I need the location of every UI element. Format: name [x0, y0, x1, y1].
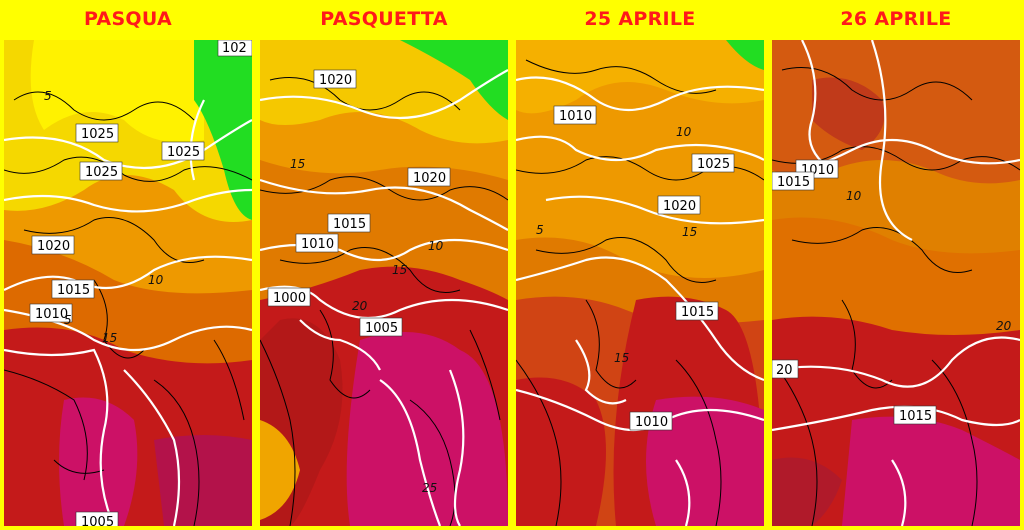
pressure-label-6: 1015 [51, 279, 95, 299]
pressure-label-4: 1025 [161, 141, 205, 161]
pressure-label-1: 1020 [313, 69, 357, 89]
pressure-label-5: 1010 [629, 411, 673, 431]
temp-label-4: 20 [352, 299, 368, 313]
panel-title-2: PASQUETTA [320, 8, 448, 30]
temp-label-1: 5 [44, 89, 52, 103]
pressure-label-2: 1025 [75, 123, 119, 143]
svg-text:1010: 1010 [635, 415, 668, 430]
panel-title-1: PASQUA [83, 8, 173, 30]
temp-label-5: 25 [422, 481, 437, 495]
temp-label-1: 10 [676, 125, 692, 139]
pressure-label-4: 1015 [675, 301, 719, 321]
pressure-label-6: 1005 [359, 317, 403, 337]
temp-label-1: 15 [290, 157, 305, 171]
svg-text:1025: 1025 [167, 145, 200, 160]
svg-text:1025: 1025 [85, 165, 118, 180]
pressure-label-3: 1015 [327, 213, 371, 233]
svg-text:1015: 1015 [57, 283, 90, 298]
pressure-label-2: 1015 [772, 171, 815, 191]
svg-text:1010: 1010 [35, 307, 68, 322]
map-panel-25-aprile: 1010 1025 1020 1015 1010 10 15 15 5 [516, 40, 764, 526]
panel-title-4: 26 APRILE [840, 8, 952, 30]
svg-text:1015: 1015 [777, 175, 810, 190]
svg-text:102: 102 [222, 41, 247, 56]
weather-map-pasquetta: 1020 1020 1015 1010 1000 1005 15 [260, 40, 508, 526]
pressure-label-2: 1020 [407, 167, 451, 187]
temp-label-3: 15 [614, 351, 629, 365]
weather-map-pasqua: 102 1025 1025 1025 1020 1015 [4, 40, 252, 526]
temp-label-3: 15 [102, 331, 117, 345]
weather-map-25-aprile: 1010 1025 1020 1015 1010 10 15 15 5 [516, 40, 764, 526]
svg-text:1005: 1005 [365, 321, 398, 336]
pressure-label-5: 1020 [31, 235, 75, 255]
svg-text:20: 20 [776, 363, 793, 378]
svg-text:1025: 1025 [697, 157, 730, 172]
pressure-label-3: 1020 [657, 195, 701, 215]
svg-text:1025: 1025 [81, 127, 114, 142]
temp-label-1: 10 [846, 189, 862, 203]
temp-label-2: 15 [682, 225, 697, 239]
svg-text:1015: 1015 [681, 305, 714, 320]
temp-label-2: 20 [996, 319, 1012, 333]
panel-title-3: 25 APRILE [584, 8, 696, 30]
pressure-label-3: 1015 [893, 405, 937, 425]
temp-label-2: 10 [148, 273, 164, 287]
pressure-label-1: 1010 [553, 105, 597, 125]
pressure-label-3: 1025 [79, 161, 123, 181]
map-panel-26-aprile: 1010 1015 1015 20 10 20 [772, 40, 1020, 526]
temp-label-4: 5 [64, 313, 72, 327]
temp-label-3: 15 [392, 263, 407, 277]
map-panel-pasqua: 102 1025 1025 1025 1020 1015 [4, 40, 252, 526]
temp-label-2: 10 [428, 239, 444, 253]
pressure-label-1: 102 [217, 40, 252, 57]
temp-label-4: 5 [536, 223, 544, 237]
svg-text:1015: 1015 [333, 217, 366, 232]
pressure-label-4: 1010 [295, 233, 339, 253]
weather-map-26-aprile: 1010 1015 1015 20 10 20 [772, 40, 1020, 526]
pressure-label-2: 1025 [691, 153, 735, 173]
svg-text:1010: 1010 [559, 109, 592, 124]
svg-text:1010: 1010 [301, 237, 334, 252]
pressure-label-7: 1010 [29, 303, 73, 323]
pressure-label-4: 20 [772, 359, 799, 379]
map-panel-pasquetta: 1020 1020 1015 1010 1000 1005 15 [260, 40, 508, 526]
svg-text:1020: 1020 [37, 239, 70, 254]
svg-text:1020: 1020 [413, 171, 446, 186]
svg-text:1005: 1005 [81, 515, 114, 526]
pressure-label-8: 1005 [75, 511, 119, 526]
svg-text:1020: 1020 [663, 199, 696, 214]
svg-text:1015: 1015 [899, 409, 932, 424]
pressure-label-5: 1000 [267, 287, 311, 307]
svg-text:1000: 1000 [273, 291, 306, 306]
svg-text:1020: 1020 [319, 73, 352, 88]
